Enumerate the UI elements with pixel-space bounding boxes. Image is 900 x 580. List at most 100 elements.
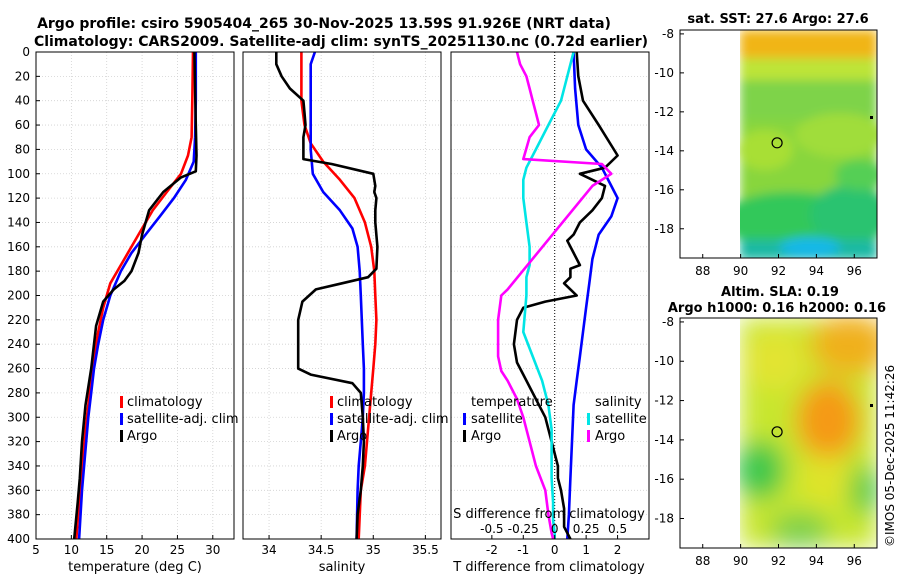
x-tick-label: 20: [134, 543, 149, 557]
legend-swatch-s-satellite: [587, 413, 590, 425]
temperature-grid: [35, 51, 234, 540]
legend-swatch-s-argo: [587, 430, 590, 442]
legend-swatch-t-argo: [463, 430, 466, 442]
x-tick-label-top: 0.25: [573, 522, 600, 536]
legend-label-satellite: satellite-adj. clim: [127, 412, 239, 427]
series-line-satellite-adj-clim: [77, 52, 198, 540]
lon-tick-label: 88: [695, 554, 710, 568]
map-dot: [870, 116, 873, 119]
lon-tick-label: 92: [771, 264, 786, 278]
difference-lines: [496, 51, 619, 540]
legend-label-t-satellite: satellite: [471, 412, 523, 427]
legend-label-climatology: climatology: [127, 395, 203, 410]
x-tick-label-top: -0.5: [480, 522, 503, 536]
title-line2: Climatology: CARS2009. Satellite-adj cli…: [34, 34, 648, 50]
legend-heading-salinity: salinity: [595, 395, 642, 410]
difference-plot: -2 -1 0 1 2 -0.5 -0.25 0 0.25 0.5 S difference f…: [450, 51, 650, 575]
y-tick-label: 220: [7, 313, 30, 327]
sla-lat-tick-labels: -8 -10 -12 -14 -16 -18: [654, 315, 684, 526]
lon-tick-label: 88: [695, 264, 710, 278]
legend-swatch-argo: [330, 430, 333, 442]
title-line1: Argo profile: csiro 5905404_265 30-Nov-2…: [37, 16, 611, 32]
series-line-satellite-adj-clim: [309, 51, 366, 540]
sla-map: Altim. SLA: 0.19 Argo h1000: 0.16 h2000:…: [654, 285, 886, 568]
sst-map-title: sat. SST: 27.6 Argo: 27.6: [687, 12, 868, 27]
series-line-climatology: [75, 51, 195, 540]
x-tick-label: 25: [170, 543, 185, 557]
sdiff-xlabel: S difference from climatology: [453, 507, 645, 522]
y-tick-label: 80: [15, 142, 30, 156]
legend-swatch-argo: [120, 430, 123, 442]
y-tick-label: 100: [7, 167, 30, 181]
difference-legend-salinity: salinity satellite Argo: [587, 395, 647, 444]
y-tick-label: 320: [7, 435, 30, 449]
sst-map: sat. SST: 27.6 Argo: 27.6 88 90 92 94 96 -8 -…: [654, 12, 878, 278]
lon-tick-label: 94: [809, 264, 824, 278]
legend-label-s-satellite: satellite: [595, 412, 647, 427]
sla-map-title1: Altim. SLA: 0.19: [721, 285, 839, 300]
difference-legend-temperature: temperature satellite Argo: [463, 395, 553, 444]
legend-heading-temperature: temperature: [471, 395, 553, 410]
series-line-climatology: [300, 52, 378, 540]
legend-label-t-argo: Argo: [471, 429, 501, 444]
salinity-grid: [243, 51, 441, 540]
y-tick-label: 40: [15, 94, 30, 108]
series-line-salinity-argo: [496, 51, 613, 540]
legend-swatch-satellite: [330, 413, 333, 425]
y-tick-label: 0: [22, 45, 30, 59]
legend-label-argo: Argo: [337, 429, 367, 444]
y-tick-label: 120: [7, 191, 30, 205]
x-tick-label-top: 0.5: [608, 522, 627, 536]
x-tick-label: 15: [99, 543, 114, 557]
salinity-tick-labels: 34 34.5 35 35.5: [261, 535, 439, 557]
lon-tick-label: 90: [733, 554, 748, 568]
y-tick-label: 200: [7, 289, 30, 303]
lat-tick-label: -8: [662, 27, 674, 41]
lon-tick-label: 96: [847, 554, 862, 568]
lat-tick-label: -16: [654, 183, 674, 197]
x-tick-label-top: 0: [551, 522, 559, 536]
y-tick-label: 280: [7, 386, 30, 400]
salinity-legend: climatology satellite-adj. clim Argo: [330, 395, 449, 444]
series-line-argo: [274, 52, 379, 540]
salinity-xlabel: salinity: [319, 560, 366, 575]
lon-tick-label: 96: [847, 264, 862, 278]
lat-tick-label: -12: [654, 105, 674, 119]
imos-timestamp: ©IMOS 05-Dec-2025 11:42:26: [883, 365, 897, 547]
x-tick-label: 35: [366, 543, 381, 557]
y-tick-label: 380: [7, 508, 30, 522]
y-tick-label: 400: [7, 532, 30, 546]
lat-tick-label: -14: [654, 144, 674, 158]
lat-tick-label: -8: [662, 315, 674, 329]
temperature-xlabel: temperature (deg C): [68, 560, 202, 575]
x-tick-label: 10: [64, 543, 79, 557]
temperature-tick-labels: 5 10 15 20 25 30: [32, 535, 220, 557]
difference-grid: [451, 51, 649, 540]
legend-label-argo: Argo: [127, 429, 157, 444]
sst-lon-tick-labels: 88 90 92 94 96: [695, 254, 862, 278]
sst-lat-tick-labels: -8 -10 -12 -14 -16 -18: [654, 27, 684, 236]
lon-tick-label: 90: [733, 264, 748, 278]
x-tick-label: 34: [261, 543, 276, 557]
lat-tick-label: -10: [654, 66, 674, 80]
x-tick-label: 5: [32, 543, 40, 557]
x-tick-label: 34.5: [308, 543, 335, 557]
legend-swatch-climatology: [330, 396, 333, 408]
sla-lon-tick-labels: 88 90 92 94 96: [695, 544, 862, 568]
x-tick-label-top: -0.25: [508, 522, 539, 536]
y-tick-label: 360: [7, 483, 30, 497]
salinity-axes-frame: [242, 51, 442, 540]
temperature-plot: 0 20 40 60 80 100 120 140 160 180 200 220 240 260 280 3…: [7, 45, 239, 575]
series-line-temperature-satellite: [566, 51, 619, 540]
lat-tick-label: -18: [654, 512, 674, 526]
difference-axes-frame: [450, 51, 650, 540]
lat-tick-label: -12: [654, 394, 674, 408]
y-tick-label: 20: [15, 69, 30, 83]
lat-tick-label: -10: [654, 354, 674, 368]
lat-tick-label: -16: [654, 472, 674, 486]
x-tick-label: 0: [551, 543, 559, 557]
sla-field: [740, 318, 877, 548]
x-tick-label: 30: [205, 543, 220, 557]
x-tick-label: -1: [517, 543, 529, 557]
